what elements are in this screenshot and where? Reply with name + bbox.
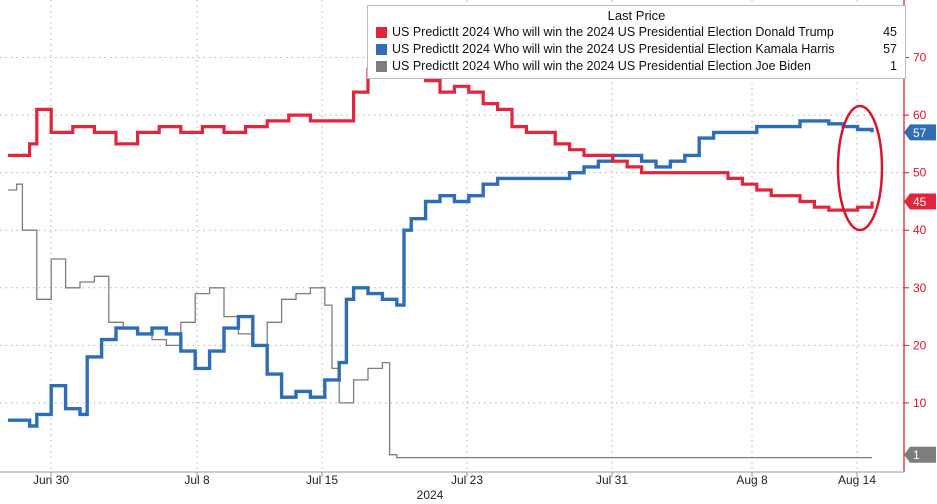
legend: Last Price US PredictIt 2024 Who will wi… bbox=[367, 5, 906, 79]
x-tick-label: Aug 14 bbox=[838, 473, 876, 487]
last-value-badge bbox=[904, 124, 936, 141]
legend-value: 1 bbox=[890, 59, 897, 73]
y-axis-ticks: 10 20 30 40 50 60 70 bbox=[904, 51, 927, 410]
x-axis-ticks: Jun 30 Jul 8 Jul 15 Jul 23 Jul 31 Aug 8 Aug 14… bbox=[33, 472, 876, 502]
x-year-label: 2024 bbox=[417, 488, 444, 502]
series-lines bbox=[8, 56, 874, 459]
y-tick-label: 40 bbox=[913, 223, 927, 237]
last-value-badges: 57 45 1 bbox=[904, 124, 936, 463]
x-tick-label: Jul 23 bbox=[451, 473, 483, 487]
x-tick-label: Jul 15 bbox=[306, 473, 338, 487]
series-line-trump bbox=[8, 56, 874, 212]
legend-swatch-blue bbox=[376, 44, 387, 55]
legend-value: 57 bbox=[883, 42, 897, 56]
last-value-badge bbox=[904, 193, 936, 210]
last-value-badge-label: 57 bbox=[913, 126, 927, 140]
last-value-badge-label: 1 bbox=[913, 448, 920, 462]
x-tick-label: Aug 8 bbox=[736, 473, 768, 487]
legend-entry-biden: US PredictIt 2024 Who will win the 2024 … bbox=[368, 58, 905, 75]
legend-label: US PredictIt 2024 Who will win the 2024 … bbox=[392, 42, 835, 56]
last-value-badge-label: 45 bbox=[913, 195, 927, 209]
y-tick-label: 50 bbox=[913, 166, 927, 180]
series-line-harris bbox=[8, 119, 874, 428]
last-value-badge bbox=[904, 446, 936, 463]
legend-swatch-gray bbox=[376, 61, 387, 72]
legend-label: US PredictIt 2024 Who will win the 2024 … bbox=[392, 25, 834, 39]
legend-value: 45 bbox=[883, 25, 897, 39]
y-tick-label: 10 bbox=[913, 396, 927, 410]
legend-header: Last Price bbox=[607, 8, 666, 23]
y-tick-label: 70 bbox=[913, 51, 927, 65]
legend-entry-trump: US PredictIt 2024 Who will win the 2024 … bbox=[368, 24, 905, 41]
y-tick-label: 20 bbox=[913, 338, 927, 352]
series-line-biden bbox=[8, 183, 872, 459]
y-tick-label: 30 bbox=[913, 281, 927, 295]
legend-swatch-red bbox=[376, 27, 387, 38]
x-tick-label: Jun 30 bbox=[33, 473, 69, 487]
highlight-ellipse bbox=[836, 104, 884, 232]
legend-entry-harris: US PredictIt 2024 Who will win the 2024 … bbox=[368, 41, 905, 58]
y-tick-label: 60 bbox=[913, 108, 927, 122]
x-tick-label: Jul 31 bbox=[596, 473, 628, 487]
x-tick-label: Jul 8 bbox=[184, 473, 210, 487]
legend-label: US PredictIt 2024 Who will win the 2024 … bbox=[392, 59, 811, 73]
